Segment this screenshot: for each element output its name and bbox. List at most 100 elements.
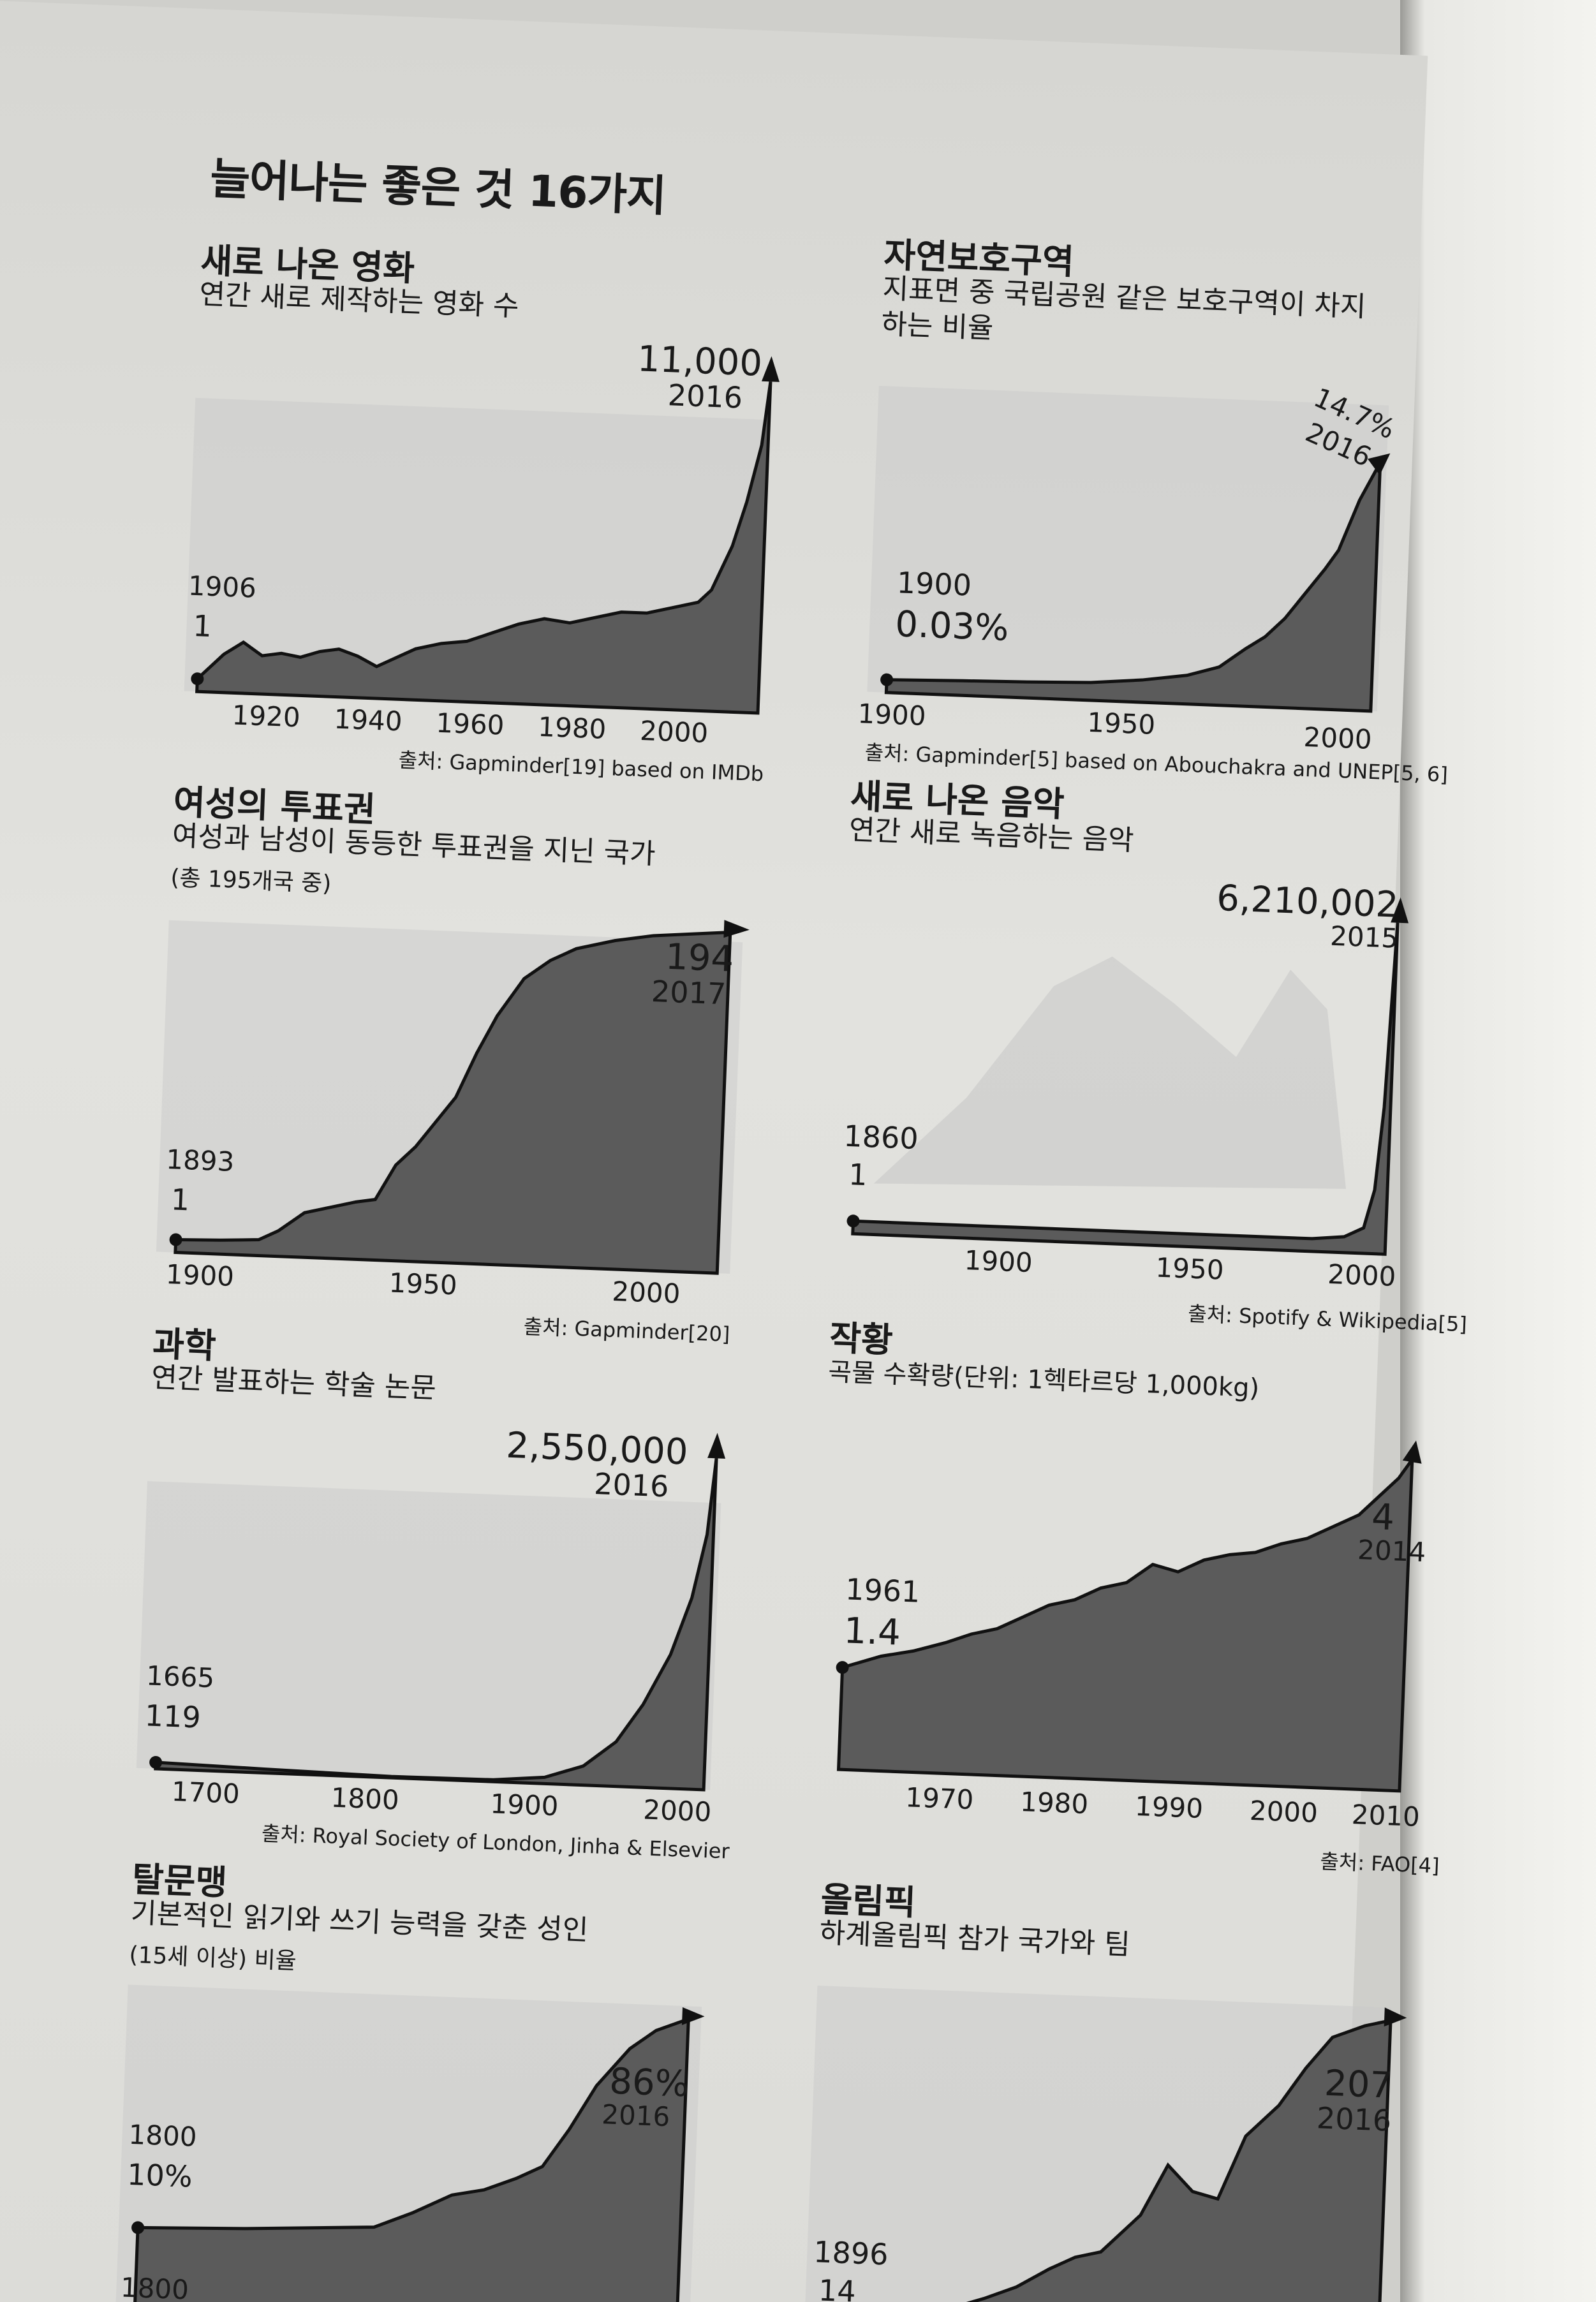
start-year: 1860 — [843, 1118, 919, 1156]
start-dot — [169, 1233, 182, 1246]
chart-area: 1893 1 194 2017 1900 1950 2000 — [155, 882, 757, 1313]
chart-area: 1665 119 2,550,000 2016 1700 1800 1900 2… — [135, 1385, 737, 1829]
x-tick: 1950 — [388, 1267, 458, 1301]
start-year: 1800 — [128, 2118, 198, 2153]
x-tick: 1960 — [435, 707, 505, 741]
area-fill — [154, 1458, 718, 1792]
chart-area: 1800 10% 86% 2016 1800 — [115, 1972, 715, 2302]
arrow-head — [1402, 1440, 1422, 1464]
x-tick: 1950 — [1086, 706, 1156, 741]
x-tick: 1900 — [963, 1244, 1033, 1279]
start-dot — [846, 1214, 860, 1228]
end-year: 2016 — [601, 2099, 671, 2133]
arrow-head — [707, 1433, 726, 1459]
x-tick: 2000 — [639, 714, 709, 749]
area-fill — [851, 922, 1400, 1256]
x-tick: 1980 — [537, 711, 607, 745]
start-value: 10% — [126, 2157, 193, 2194]
area-fill — [195, 381, 772, 715]
end-year: 2016 — [667, 378, 744, 415]
arrow-head — [723, 920, 750, 938]
start-year: 1906 — [188, 570, 257, 604]
panel-harvest: 작황 곡물 수확량(단위: 1헥타르당 1,000kg) 1961 1.4 4 … — [811, 1310, 1442, 1878]
end-year: 2014 — [1357, 1534, 1427, 1568]
panel-movies: 새로 나온 영화 연간 새로 제작하는 영화 수 1906 1 11,000 2… — [182, 232, 813, 786]
start-value: 1 — [170, 1182, 191, 1218]
panel-olympics: 올림픽 하계올림픽 참가 국가와 팀 1896 14 207 2016 — [802, 1871, 1433, 2302]
x-tick: 1920 — [231, 699, 301, 734]
end-value: 11,000 — [636, 338, 764, 385]
start-year: 1896 — [813, 2234, 889, 2272]
chart-area: 1896 14 207 2016 — [803, 1960, 1407, 2302]
area-fill — [132, 2016, 690, 2302]
x-tick: 1970 — [905, 1782, 975, 1816]
x-tick: 1950 — [1155, 1251, 1225, 1286]
start-dot — [149, 1755, 163, 1769]
source-note: 출처: Gapminder[19] based on IMDb — [398, 748, 764, 786]
ghost-background — [136, 1481, 721, 1790]
arrow-head — [761, 356, 780, 382]
area-fill — [836, 1454, 1414, 1793]
x-tick: 2000 — [642, 1794, 713, 1828]
end-year: 2015 — [1329, 920, 1399, 954]
start-value: 14 — [818, 2273, 857, 2302]
arrow-head — [1384, 2007, 1407, 2027]
start-value: 1.4 — [843, 1610, 902, 1654]
panel-subtitle: 연간 새로 녹음하는 음악 — [848, 813, 1135, 857]
chart-svg — [156, 920, 750, 1275]
x-tick: 1700 — [171, 1775, 240, 1810]
start-year: 1900 — [896, 565, 973, 603]
end-value: 6,210,002 — [1216, 877, 1400, 926]
start-year: 1893 — [165, 1143, 235, 1177]
page-title: 늘어나는 좋은 것 16가지 — [209, 154, 667, 222]
chart-area: 1961 1.4 4 2014 1970 1980 1990 2000 2010 — [811, 1399, 1426, 1843]
x-tick: 1900 — [165, 1258, 235, 1293]
chart-svg — [846, 897, 1409, 1256]
start-value: 119 — [144, 1698, 202, 1735]
start-dot — [836, 1661, 849, 1674]
arrow-head — [1391, 897, 1409, 924]
x-tick: 1980 — [1019, 1786, 1090, 1820]
end-value: 194 — [664, 936, 735, 980]
start-value: 1 — [192, 608, 212, 644]
chart-svg — [803, 1986, 1407, 2302]
end-year: 2017 — [651, 973, 727, 1012]
end-year: 2016 — [1316, 2100, 1393, 2138]
source-note: 출처: FAO[4] — [1319, 1849, 1440, 1878]
chart-area: 1900 0.03% 14.7% 2016 1900 1950 2000 — [857, 322, 1404, 755]
end-value: 86% — [609, 2060, 690, 2106]
panel-new-music: 새로 나온 음악 연간 새로 녹음하는 음악 1860 1 6,210,002 … — [832, 768, 1468, 1337]
arrow-head — [681, 2007, 705, 2025]
chart-svg — [867, 385, 1391, 713]
chart-svg — [115, 1984, 705, 2302]
x-tick: 1990 — [1134, 1790, 1204, 1825]
ghost-background — [873, 956, 1347, 1189]
start-value: 1 — [848, 1156, 868, 1193]
x-tick: 1900 — [857, 697, 927, 732]
start-value: 0.03% — [894, 603, 1010, 649]
panel-protected-areas: 자연보호구역 지표면 중 국립공원 같은 보호구역이 차지하는 비율 1900 … — [857, 226, 1496, 786]
panel-women-vote: 여성의 투표권 여성과 남성이 동등한 투표권을 지닌 국가 (총 195개국 … — [156, 774, 787, 1347]
x-tick: 2000 — [1327, 1258, 1397, 1292]
x-tick: 1940 — [333, 703, 403, 737]
chart-svg — [136, 1433, 726, 1792]
facing-page-edge — [1400, 0, 1596, 2302]
area-fill — [820, 2018, 1393, 2302]
start-dot — [880, 673, 894, 686]
start-year: 1961 — [845, 1572, 921, 1609]
x-tick: 2000 — [1249, 1794, 1319, 1829]
x-tick: 2000 — [1303, 721, 1373, 755]
start-year: 1665 — [145, 1660, 216, 1694]
x-tick: 1800 — [120, 2271, 189, 2302]
x-tick: 1800 — [330, 1782, 400, 1816]
chart-svg — [184, 356, 780, 715]
panel-literacy: 탈문맹 기본적인 읽기와 쓰기 능력을 갖춘 성인 (15세 이상) 비율 18… — [114, 1851, 745, 2302]
area-fill — [174, 930, 732, 1275]
arrow-head — [1367, 453, 1391, 476]
chart-svg — [836, 1440, 1422, 1793]
panel-science: 과학 연간 발표하는 학술 논문 1665 119 2,550,000 2016… — [135, 1315, 765, 1864]
end-value: 4 — [1371, 1496, 1396, 1539]
chart-area: 1906 1 11,000 2016 1920 1940 1960 1980 2… — [182, 321, 785, 752]
x-tick: 2010 — [1351, 1798, 1421, 1833]
